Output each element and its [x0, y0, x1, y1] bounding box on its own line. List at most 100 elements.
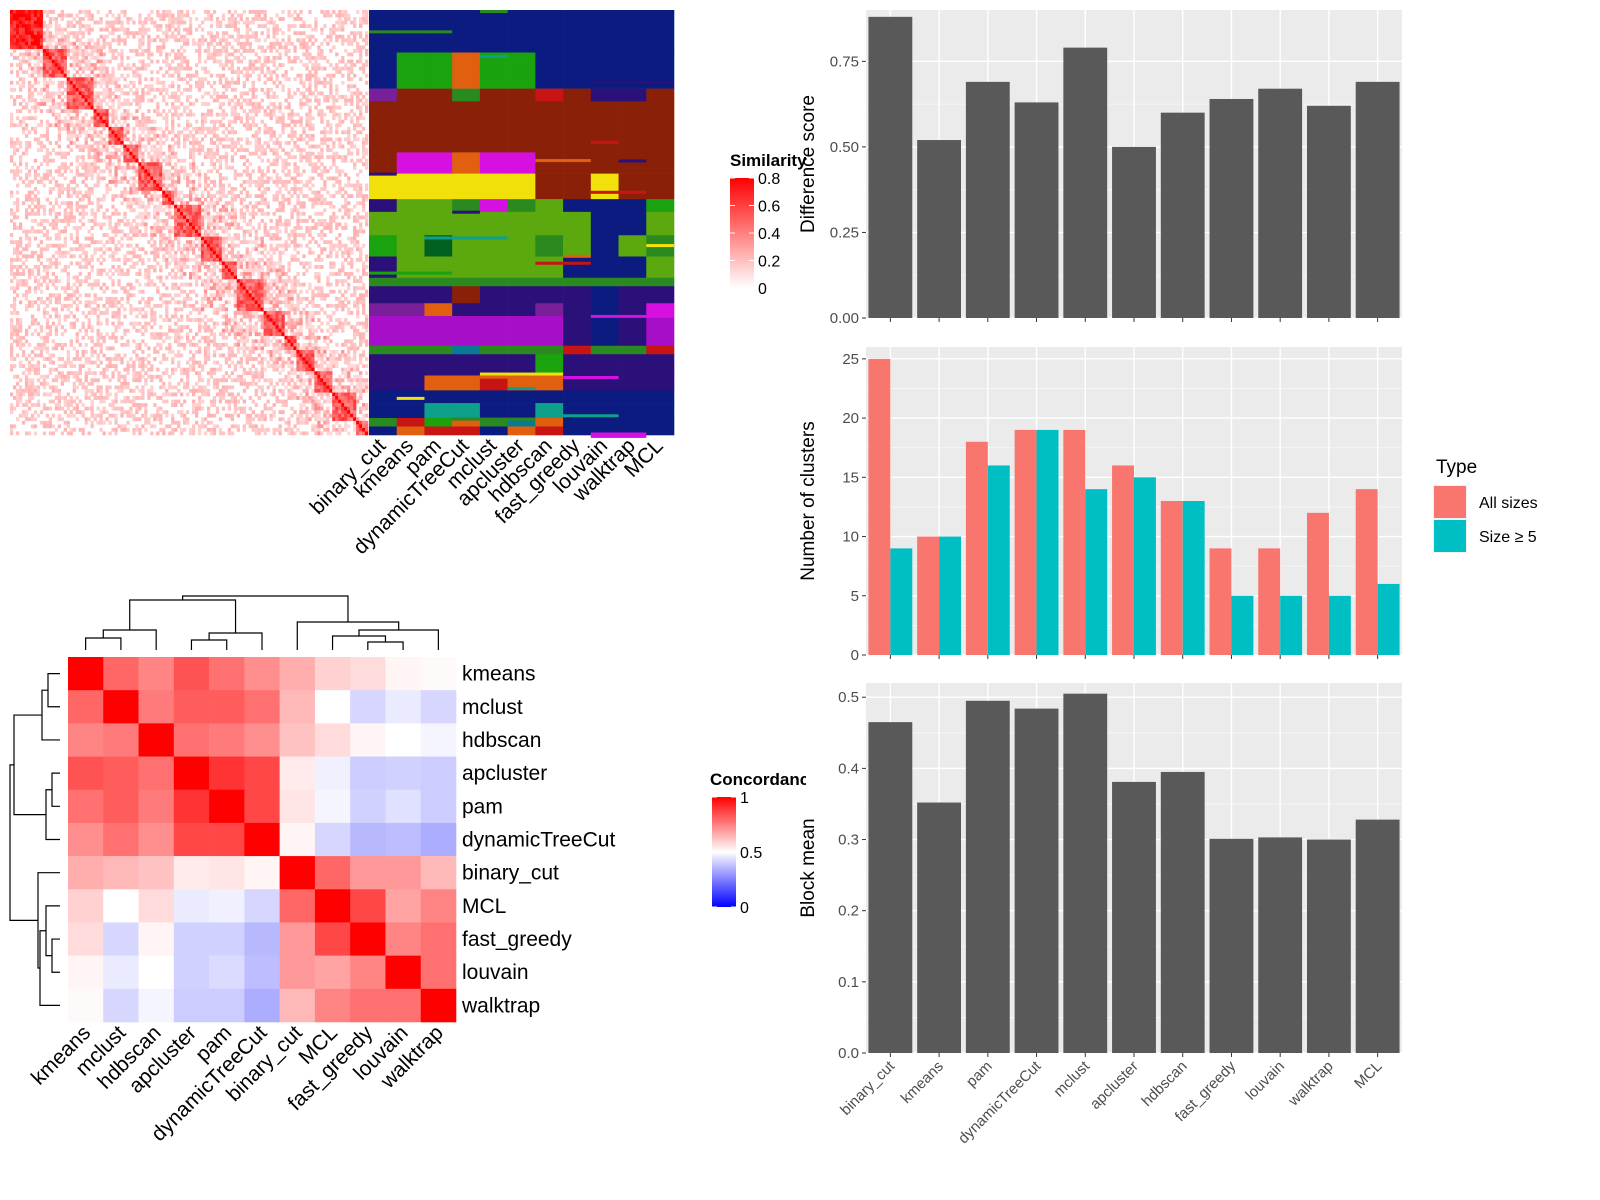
similarity-cell — [221, 187, 226, 191]
similarity-cell — [242, 48, 246, 53]
similarity-cell — [66, 133, 70, 138]
similarity-cell — [42, 45, 47, 50]
similarity-cell — [215, 112, 220, 117]
similarity-cell — [21, 105, 26, 110]
similarity-cell — [132, 165, 136, 170]
similarity-cell — [335, 87, 339, 92]
similarity-cell — [99, 119, 103, 124]
similarity-cell — [87, 123, 91, 128]
similarity-cell — [284, 187, 288, 191]
similarity-cell — [218, 250, 223, 255]
similarity-cell — [156, 165, 160, 170]
similarity-cell — [329, 105, 333, 110]
similarity-cell — [102, 257, 106, 262]
similarity-cell — [326, 98, 330, 103]
similarity-cell — [171, 204, 175, 209]
similarity-cell — [129, 102, 133, 106]
similarity-cell — [186, 254, 190, 259]
similarity-cell — [159, 279, 163, 284]
similarity-cell — [197, 197, 202, 202]
similarity-cell — [239, 215, 243, 220]
similarity-cell — [150, 282, 154, 287]
similarity-cell — [51, 148, 56, 152]
similarity-cell — [138, 123, 142, 128]
similarity-cell — [227, 233, 232, 237]
similarity-cell — [27, 38, 32, 43]
similarity-cell — [320, 229, 324, 234]
similarity-cell — [332, 66, 336, 71]
similarity-cell — [311, 162, 315, 167]
similarity-cell — [33, 286, 38, 291]
similarity-cell — [153, 211, 157, 216]
similarity-cell — [153, 176, 157, 181]
similarity-cell — [132, 116, 136, 121]
similarity-cell — [132, 148, 136, 152]
similarity-cell — [99, 272, 103, 276]
similarity-cell — [350, 261, 354, 266]
similarity-cell — [227, 41, 232, 46]
similarity-cell — [263, 261, 267, 266]
similarity-cell — [233, 87, 238, 92]
similarity-cell — [218, 194, 223, 199]
similarity-cell — [359, 169, 363, 174]
similarity-cell — [350, 208, 354, 213]
similarity-cell — [230, 257, 235, 262]
similarity-cell — [215, 20, 220, 25]
similarity-cell — [254, 180, 258, 184]
similarity-cell — [48, 151, 53, 156]
similarity-cell — [248, 98, 252, 103]
similarity-cell — [365, 17, 369, 21]
similarity-cell — [338, 70, 342, 75]
similarity-cell — [218, 38, 223, 43]
similarity-cell — [78, 123, 82, 128]
similarity-cell — [212, 151, 217, 156]
similarity-cell — [263, 187, 267, 191]
similarity-cell — [105, 190, 109, 195]
similarity-cell — [129, 197, 133, 202]
similarity-cell — [242, 272, 246, 276]
similarity-cell — [102, 169, 106, 174]
similarity-cell — [326, 254, 330, 259]
similarity-cell — [84, 265, 88, 269]
similarity-cell — [150, 233, 154, 237]
similarity-cell — [57, 194, 62, 199]
similarity-cell — [150, 59, 154, 64]
similarity-cell — [33, 236, 38, 241]
similarity-cell — [242, 286, 246, 291]
similarity-cell — [356, 279, 360, 284]
similarity-cell — [10, 13, 14, 18]
similarity-cell — [317, 190, 321, 195]
similarity-cell — [72, 52, 76, 57]
similarity-cell — [93, 218, 97, 223]
similarity-cell — [314, 222, 318, 227]
similarity-cell — [27, 24, 32, 29]
similarity-cell — [251, 204, 255, 209]
similarity-cell — [27, 240, 32, 245]
similarity-cell — [260, 31, 264, 36]
similarity-cell — [108, 247, 112, 252]
similarity-cell — [317, 197, 321, 202]
similarity-cell — [221, 183, 226, 188]
similarity-cell — [33, 20, 38, 25]
similarity-cell — [153, 148, 157, 152]
similarity-cell — [30, 201, 35, 206]
similarity-cell — [141, 257, 145, 262]
similarity-cell — [314, 226, 318, 230]
similarity-cell — [141, 165, 145, 170]
similarity-cell — [272, 247, 276, 252]
similarity-cell — [54, 261, 59, 266]
similarity-cell — [272, 233, 276, 237]
similarity-cell — [350, 70, 354, 75]
similarity-cell — [257, 137, 261, 142]
similarity-cell — [275, 190, 279, 195]
similarity-cell — [251, 95, 255, 99]
similarity-cell — [272, 41, 276, 46]
similarity-cell — [144, 172, 148, 177]
similarity-cell — [233, 27, 238, 32]
similarity-cell — [183, 59, 187, 64]
similarity-cell — [209, 109, 214, 114]
similarity-cell — [117, 279, 121, 284]
similarity-cell — [260, 105, 264, 110]
similarity-cell — [60, 218, 64, 223]
similarity-cell — [33, 102, 38, 106]
